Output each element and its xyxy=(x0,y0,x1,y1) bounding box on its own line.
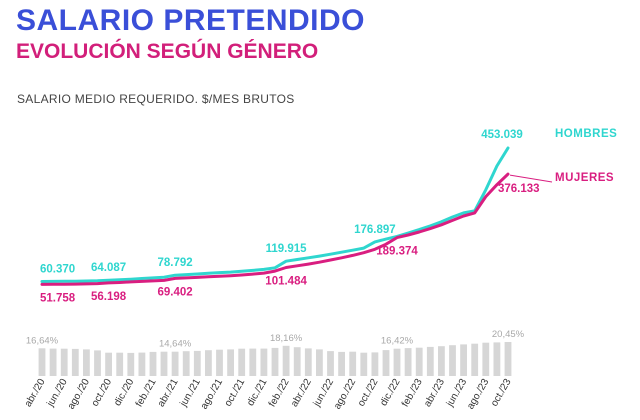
hombres-data-label: 64.087 xyxy=(91,262,126,274)
x-tick-label: oct./20 xyxy=(90,377,115,409)
gap-bar xyxy=(216,349,223,376)
x-tick-label: abr./21 xyxy=(156,377,181,409)
gap-bar xyxy=(38,348,46,376)
x-tick-label: feb./22 xyxy=(267,377,292,409)
x-tick-label: feb./23 xyxy=(400,377,425,409)
gap-bar xyxy=(504,342,512,376)
hombres-data-label: 176.897 xyxy=(354,224,396,236)
gap-bar xyxy=(493,342,501,376)
series-line-hombres xyxy=(40,146,510,283)
gap-bar xyxy=(49,348,57,376)
gap-bar xyxy=(60,348,68,376)
gap-label: 16,42% xyxy=(381,336,414,347)
gap-bar xyxy=(83,349,90,376)
x-tick-label: ago./23 xyxy=(465,377,491,412)
x-tick-label: ago./20 xyxy=(66,377,92,412)
gap-bar xyxy=(460,344,467,376)
mujeres-data-label: 376.133 xyxy=(498,183,540,195)
gap-label: 18,16% xyxy=(270,333,303,344)
gap-bar xyxy=(438,346,445,376)
gap-bar xyxy=(282,345,290,376)
gap-label: 14,64% xyxy=(159,339,192,350)
gap-bar xyxy=(426,346,434,376)
gap-bar xyxy=(227,349,234,376)
mujeres-data-label: 69.402 xyxy=(158,286,193,298)
mujeres-data-label: 189.374 xyxy=(376,246,418,258)
gap-bar xyxy=(449,345,456,376)
gap-bar xyxy=(415,347,423,376)
gap-bar xyxy=(360,352,368,376)
mujeres-data-label: 56.198 xyxy=(91,291,127,303)
gap-bar xyxy=(138,352,146,376)
gap-bar xyxy=(249,348,257,376)
mujeres-data-label: 101.484 xyxy=(265,276,307,288)
gap-bar xyxy=(260,348,268,376)
gap-bar xyxy=(293,347,301,376)
gap-bar xyxy=(349,351,357,376)
chart-title: SALARIO PRETENDIDO xyxy=(16,4,366,37)
gap-bar xyxy=(149,351,157,376)
gap-bar xyxy=(116,352,124,376)
gap-bar xyxy=(393,348,401,376)
legend-hombres: HOMBRES xyxy=(555,128,617,140)
gap-label: 20,45% xyxy=(492,329,525,340)
x-tick-label: oct./21 xyxy=(223,377,248,409)
gap-bar xyxy=(160,351,168,376)
gap-bar xyxy=(371,352,379,376)
x-tick-label: abr./20 xyxy=(23,377,48,409)
x-tick-label: oct./22 xyxy=(356,377,381,409)
legend-mujeres-leader xyxy=(509,174,553,183)
gap-bar xyxy=(105,352,112,376)
hombres-data-label: 119.915 xyxy=(266,243,308,255)
hombres-data-label: 453.039 xyxy=(481,129,523,141)
gap-bar xyxy=(71,348,79,376)
gap-bar xyxy=(404,348,412,376)
x-tick-label: abr./22 xyxy=(289,377,314,409)
gap-bar xyxy=(94,350,101,376)
gap-bar xyxy=(193,350,201,376)
gap-bar xyxy=(338,351,345,376)
x-tick-label: oct./23 xyxy=(489,377,514,409)
gap-bar xyxy=(238,348,246,376)
gap-bar xyxy=(205,350,212,376)
gap-bar xyxy=(327,351,334,376)
gap-bar xyxy=(471,343,479,376)
gap-bar xyxy=(316,349,323,376)
x-tick-label: ago./22 xyxy=(332,377,358,412)
gap-bar xyxy=(304,348,312,376)
hombres-data-label: 60.370 xyxy=(40,264,75,276)
gap-bar xyxy=(127,352,135,376)
gap-bar xyxy=(482,342,490,376)
gap-bar xyxy=(271,347,279,376)
gap-bar xyxy=(171,351,179,376)
hombres-data-label: 78.792 xyxy=(158,257,193,269)
x-tick-label: abr./23 xyxy=(422,377,447,409)
chart-caption: SALARIO MEDIO REQUERIDO. $/MES BRUTOS xyxy=(17,92,295,106)
series-line-mujeres xyxy=(40,172,510,286)
x-tick-label: ago./21 xyxy=(199,377,225,412)
gap-label: 16,64% xyxy=(26,335,59,346)
gap-bar xyxy=(182,351,190,376)
mujeres-data-label: 51.758 xyxy=(40,292,76,304)
legend-mujeres: MUJERES xyxy=(555,172,614,184)
gap-bar xyxy=(382,350,390,376)
chart-subtitle: EVOLUCIÓN SEGÚN GÉNERO xyxy=(16,40,319,63)
